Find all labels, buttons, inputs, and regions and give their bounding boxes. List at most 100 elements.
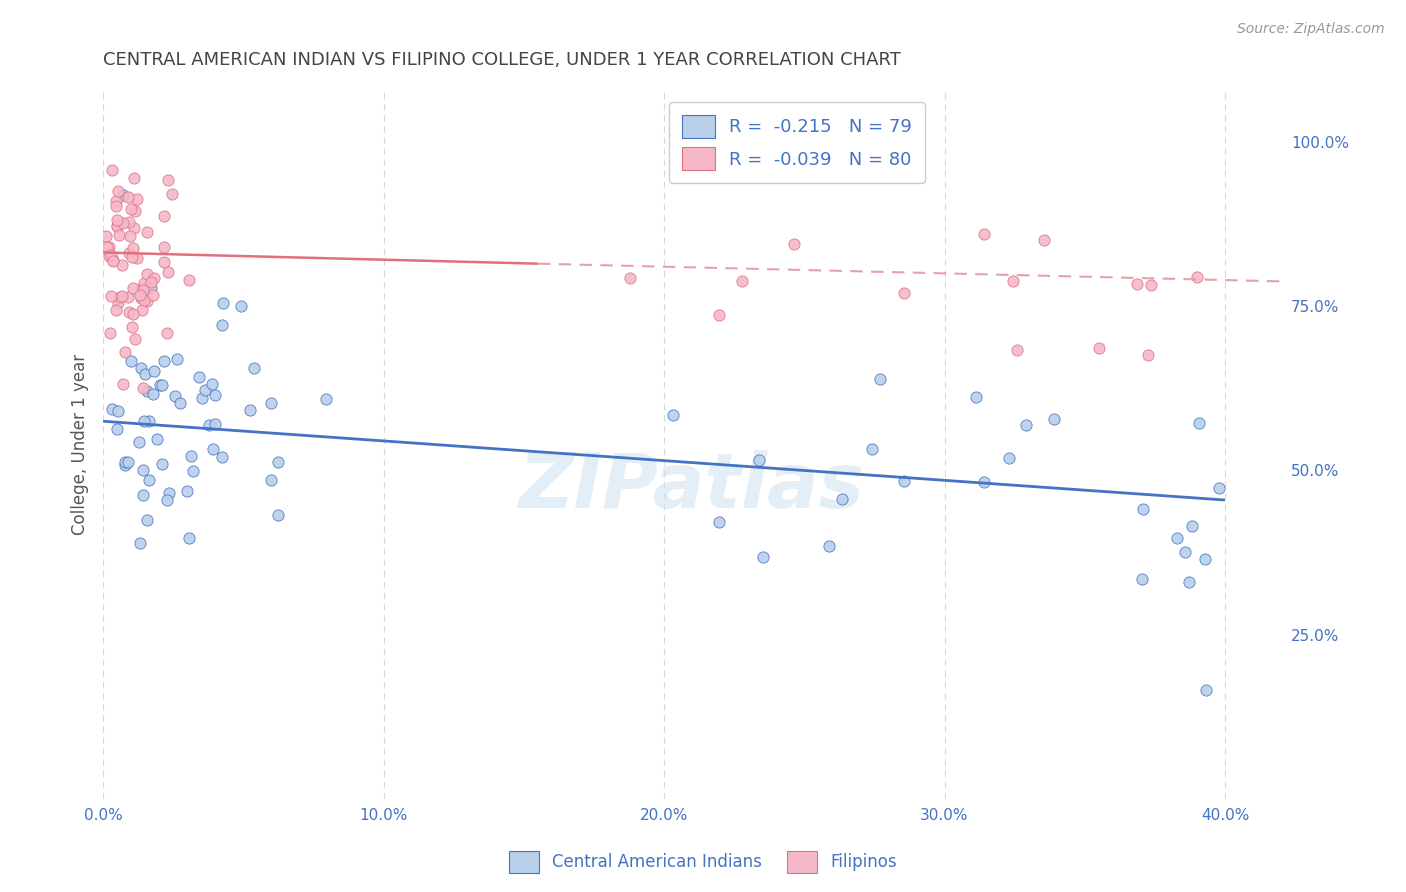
Point — [114, 455, 136, 469]
Point — [191, 391, 214, 405]
Point — [152, 209, 174, 223]
Point — [211, 450, 233, 465]
Point — [134, 367, 156, 381]
Point — [1166, 532, 1188, 546]
Point — [267, 454, 290, 468]
Point — [107, 184, 129, 198]
Point — [157, 173, 180, 187]
Point — [1043, 412, 1066, 426]
Point — [139, 281, 162, 295]
Point — [135, 293, 157, 308]
Point — [860, 442, 883, 456]
Point — [101, 254, 124, 268]
Point — [120, 229, 142, 244]
Point — [266, 508, 288, 522]
Point — [156, 326, 179, 341]
Point — [157, 265, 180, 279]
Point — [107, 295, 129, 310]
Point — [121, 320, 143, 334]
Point — [893, 474, 915, 488]
Point — [98, 326, 121, 341]
Point — [204, 388, 226, 402]
Point — [188, 369, 211, 384]
Point — [661, 409, 683, 423]
Point — [122, 170, 145, 185]
Point — [1087, 341, 1109, 355]
Point — [143, 271, 166, 285]
Point — [707, 516, 730, 530]
Point — [114, 345, 136, 359]
Point — [752, 550, 775, 565]
Point — [166, 352, 188, 367]
Point — [162, 186, 184, 201]
Point — [132, 283, 155, 297]
Point — [169, 395, 191, 409]
Point — [122, 221, 145, 235]
Point — [260, 395, 283, 409]
Point — [965, 391, 987, 405]
Point — [1185, 269, 1208, 284]
Point — [1174, 545, 1197, 559]
Point — [136, 267, 159, 281]
Point — [150, 378, 173, 392]
Point — [111, 188, 134, 202]
Point — [132, 463, 155, 477]
Point — [1195, 683, 1218, 698]
Point — [117, 290, 139, 304]
Point — [783, 236, 806, 251]
Point — [122, 242, 145, 256]
Point — [150, 457, 173, 471]
Point — [124, 204, 146, 219]
Point — [142, 288, 165, 302]
Point — [101, 163, 124, 178]
Point — [94, 228, 117, 243]
Point — [1126, 277, 1149, 292]
Point — [149, 377, 172, 392]
Point — [998, 450, 1021, 465]
Point — [204, 417, 226, 432]
Point — [117, 305, 139, 319]
Point — [139, 275, 162, 289]
Point — [176, 483, 198, 498]
Point — [1194, 552, 1216, 566]
Point — [105, 199, 128, 213]
Point — [201, 377, 224, 392]
Point — [132, 381, 155, 395]
Point — [134, 414, 156, 428]
Point — [127, 251, 149, 265]
Point — [117, 454, 139, 468]
Point — [107, 219, 129, 233]
Point — [100, 289, 122, 303]
Text: Source: ZipAtlas.com: Source: ZipAtlas.com — [1237, 22, 1385, 37]
Point — [105, 219, 128, 233]
Point — [107, 228, 129, 243]
Point — [142, 387, 165, 401]
Point — [1208, 481, 1230, 495]
Point — [105, 213, 128, 227]
Point — [117, 190, 139, 204]
Point — [138, 414, 160, 428]
Point — [1130, 572, 1153, 586]
Point — [135, 513, 157, 527]
Point — [111, 377, 134, 392]
Point — [181, 464, 204, 478]
Point — [177, 531, 200, 545]
Point — [973, 475, 995, 490]
Point — [1015, 418, 1038, 433]
Point — [1136, 348, 1159, 362]
Point — [869, 372, 891, 386]
Point — [163, 389, 186, 403]
Point — [1032, 233, 1054, 247]
Point — [1132, 502, 1154, 516]
Point — [145, 432, 167, 446]
Point — [105, 422, 128, 436]
Point — [152, 240, 174, 254]
Point — [239, 403, 262, 417]
Point — [242, 360, 264, 375]
Point — [315, 392, 337, 407]
Point — [98, 249, 121, 263]
Legend: R =  -0.215   N = 79, R =  -0.039   N = 80: R = -0.215 N = 79, R = -0.039 N = 80 — [669, 103, 925, 183]
Point — [212, 296, 235, 310]
Point — [129, 287, 152, 301]
Text: CENTRAL AMERICAN INDIAN VS FILIPINO COLLEGE, UNDER 1 YEAR CORRELATION CHART: CENTRAL AMERICAN INDIAN VS FILIPINO COLL… — [103, 51, 901, 69]
